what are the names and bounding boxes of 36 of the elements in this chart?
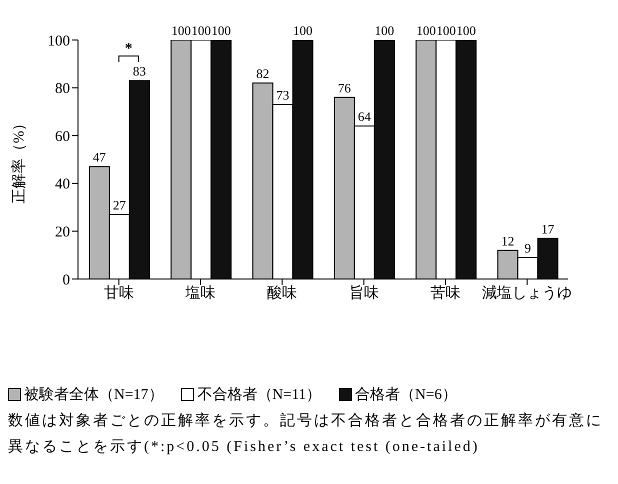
data-label: 12 [501,233,514,248]
data-label: 100 [293,23,313,38]
x-tick-label: 苦味 [430,284,460,302]
legend-label: 合格者（N=6） [355,386,457,404]
legend-label: 不合格者（N=11） [197,386,322,404]
data-label: 82 [256,66,270,82]
data-label: 100 [456,23,476,38]
legend-label: 被験者全体（N=17） [24,386,164,404]
data-label: 100 [416,23,436,38]
data-label: 9 [524,240,532,256]
data-label: 17 [541,221,555,236]
data-label: 100 [211,23,231,38]
y-tick-label: 80 [55,81,70,98]
data-label: 100 [374,23,394,38]
y-tick-label: 20 [55,224,70,241]
data-label: 64 [358,109,372,124]
x-tick-label: 旨味 [348,284,379,302]
data-label: 100 [171,23,191,38]
y-tick-label: 100 [48,33,70,50]
y-tick-label: 0 [62,272,70,288]
data-label: 100 [191,23,211,38]
y-tick-label: 40 [55,176,70,193]
data-label: 47 [92,150,106,165]
data-label: 27 [112,197,126,212]
data-label: 73 [276,88,290,103]
y-axis-title: 正解率（%） [10,116,28,204]
x-tick-label: 塩味 [184,284,216,302]
data-label: 76 [338,80,352,96]
x-tick-label: 甘味 [104,284,134,302]
annotation: * [124,41,132,57]
y-tick-label: 60 [55,128,70,145]
text: 数値は対象者ごとの正解率を示す。記号は不合格者と合格者の正解率が有意に異なることを示す(*:p<0.05 (Fisher’s exact test (one-tailed) [8,411,604,457]
data-label: 83 [132,64,146,79]
data-label: 100 [436,23,456,38]
x-tick-label: 減塩しょうゆ [482,284,572,302]
x-tick-label: 酸味 [267,284,298,302]
